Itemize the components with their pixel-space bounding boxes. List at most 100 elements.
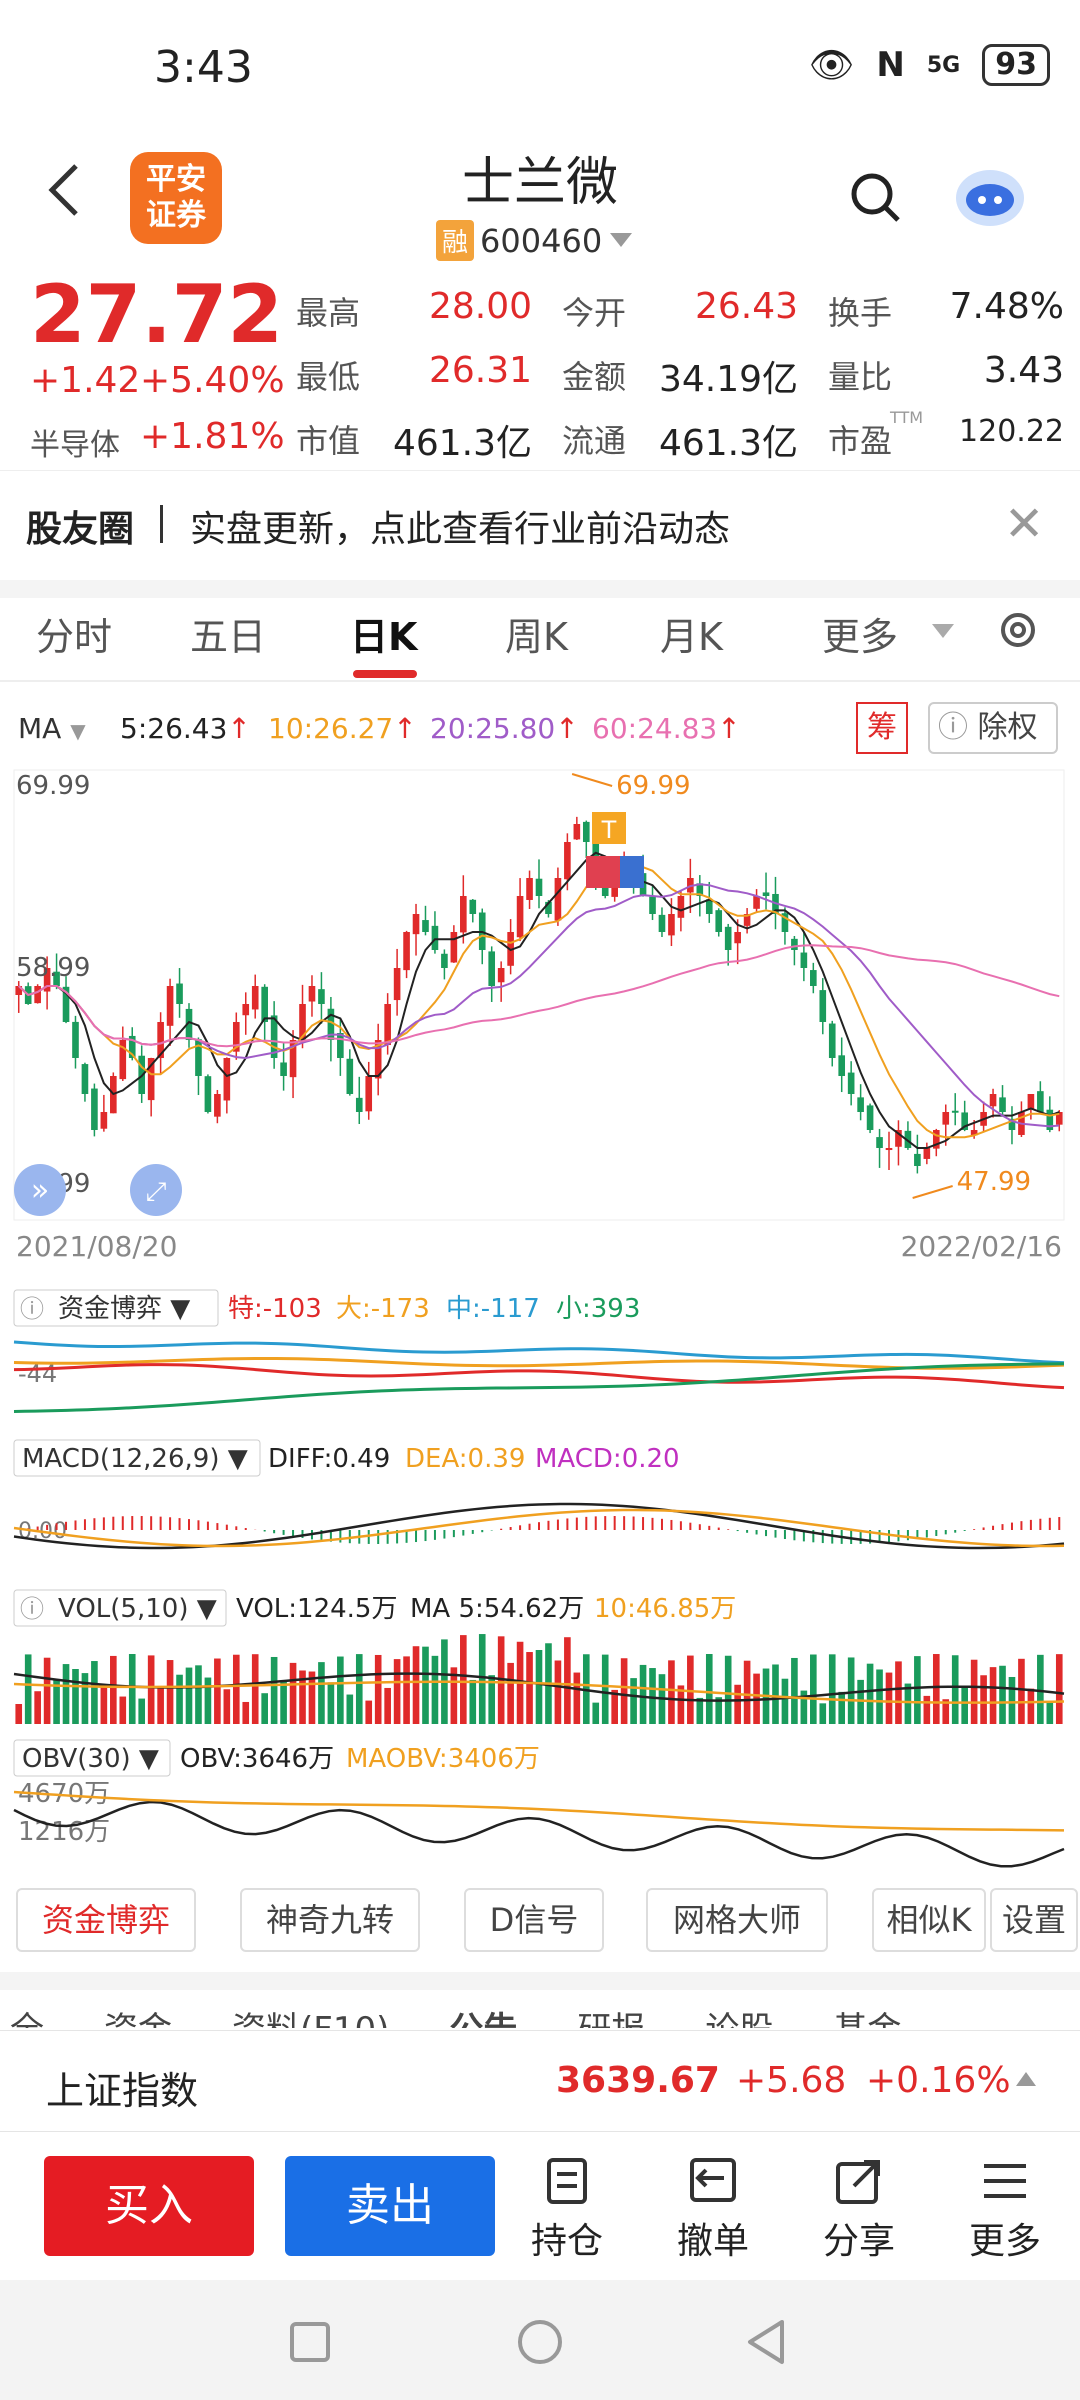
candle-body	[564, 842, 571, 880]
tab-timeshare[interactable]: 分时	[36, 615, 113, 659]
candle-body	[469, 899, 477, 914]
candle-body	[81, 1064, 89, 1094]
ma5-value: 5:26.43↑	[120, 712, 251, 745]
candle-body	[753, 896, 760, 909]
vol-bar	[204, 1677, 212, 1724]
candle-body	[526, 878, 533, 900]
vol-bar	[961, 1686, 968, 1724]
buy-button[interactable]: 买入	[44, 2156, 254, 2256]
sub-tab[interactable]: 全	[10, 2002, 44, 2028]
candle-body	[847, 1072, 855, 1094]
vol-bar	[819, 1703, 827, 1724]
vol-bar	[365, 1700, 373, 1724]
ex-rights-button[interactable]: ⓘ 除权	[928, 702, 1058, 754]
vol-bar	[970, 1659, 978, 1724]
vol-bar	[128, 1654, 136, 1724]
vol-bar	[195, 1665, 202, 1724]
vol-bar	[223, 1689, 231, 1724]
sector-name[interactable]: 半导体	[30, 428, 120, 463]
vol-bar	[715, 1697, 723, 1724]
info-icon: ⓘ	[20, 1295, 44, 1323]
vol-bar	[687, 1655, 694, 1724]
index-ticker-bar[interactable]	[0, 2030, 1080, 2132]
tab-five-day[interactable]: 五日	[190, 615, 267, 659]
tab-daily-k[interactable]: 日K	[350, 615, 418, 659]
candle-body	[914, 1153, 921, 1166]
cancel-order-button[interactable]: 撤单	[658, 2156, 768, 2264]
stock-code-selector[interactable]: 融 600460	[436, 220, 634, 261]
robot-assistant-icon[interactable]	[950, 160, 1030, 230]
sub-tab[interactable]: 基金	[833, 2002, 901, 2028]
ma10-line	[18, 866, 1060, 1139]
sub-tab[interactable]: 公告	[449, 2002, 517, 2028]
tool-grid-master[interactable]: 网格大师	[646, 1888, 828, 1952]
vol-bar	[507, 1662, 514, 1724]
gear-icon[interactable]	[994, 606, 1042, 658]
community-banner[interactable]	[0, 470, 1080, 581]
sub-tab[interactable]: 资金	[104, 2002, 172, 2028]
status-icons: 👁 N 5G 93	[809, 44, 1050, 86]
t-signal-marker	[592, 812, 626, 844]
vol-bar	[72, 1669, 79, 1724]
vol-bar	[422, 1646, 429, 1724]
candle-body	[327, 1008, 335, 1040]
holdings-button[interactable]: 持仓	[512, 2156, 622, 2264]
vol-bar	[91, 1661, 98, 1724]
sub-tab[interactable]: 资料(F10)	[232, 2002, 389, 2028]
chevron-down-icon	[930, 622, 956, 646]
back-nav-icon[interactable]	[744, 2318, 788, 2370]
ma-selector[interactable]: MA ▼	[18, 712, 86, 745]
vol-bar	[412, 1646, 420, 1724]
sub-tab[interactable]: 论股	[705, 2002, 773, 2028]
search-button[interactable]	[848, 170, 904, 230]
quote-label: 市值	[296, 422, 361, 460]
tab-monthly-k[interactable]: 月K	[660, 615, 723, 659]
candle-body	[696, 883, 704, 896]
buy-signal-marker	[586, 856, 626, 888]
stock-chart[interactable]: 69.9958.9947.9969.9947.99T»⤢2021/08/2020…	[0, 760, 1080, 1870]
expand-left-button	[14, 1164, 66, 1216]
tab-more[interactable]: 更多	[822, 615, 899, 659]
vol-bar	[299, 1670, 306, 1724]
search-icon	[851, 173, 900, 222]
vol-ma10: 10:46.85万	[594, 1594, 736, 1624]
candle-body	[828, 1023, 836, 1058]
sub-tab[interactable]: 研报	[577, 2002, 645, 2028]
back-button[interactable]	[44, 160, 84, 220]
banner-text[interactable]: 实盘更新，点此查看行业前沿动态	[190, 509, 731, 550]
more-button[interactable]: 更多	[950, 2156, 1060, 2264]
start-date: 2021/08/20	[16, 1230, 177, 1263]
share-button[interactable]: 分享	[804, 2156, 914, 2264]
tool-magic-nine[interactable]: 神奇九转	[240, 1888, 420, 1952]
tool-similar-k[interactable]: 相似K	[872, 1888, 986, 1952]
chevron-up-icon[interactable]	[1014, 2068, 1038, 2092]
tab-weekly-k[interactable]: 周K	[505, 615, 568, 659]
close-icon[interactable]: ✕	[1004, 496, 1045, 552]
candle-body	[223, 1058, 231, 1101]
tool-capital-game[interactable]: 资金博弈	[16, 1888, 196, 1952]
candle-body	[876, 1137, 883, 1148]
candle-body	[261, 986, 268, 1022]
tool-settings[interactable]: 设置	[990, 1888, 1078, 1952]
sell-button[interactable]: 卖出	[285, 2156, 495, 2256]
eye-icon: 👁	[808, 45, 855, 86]
candle-body	[431, 925, 439, 950]
vol-bar	[346, 1694, 354, 1724]
candle-body	[715, 910, 723, 932]
vol-bar	[24, 1654, 32, 1724]
vol-bar	[828, 1654, 836, 1724]
vol-bar	[743, 1660, 751, 1724]
vol-bar	[214, 1658, 221, 1724]
candle-body	[157, 1022, 164, 1059]
quote-label: 流通	[562, 422, 627, 460]
candle-body	[242, 1004, 250, 1016]
chip-distribution-button[interactable]: 筹	[856, 702, 908, 754]
recent-apps-icon[interactable]	[288, 2320, 332, 2368]
quote-value: 7.48%	[949, 286, 1064, 327]
vol-bar	[1018, 1658, 1025, 1724]
vol-bar	[110, 1655, 117, 1724]
candle-body	[1046, 1109, 1054, 1130]
tool-d-signal[interactable]: D信号	[464, 1888, 604, 1952]
candle-body	[43, 968, 51, 992]
home-icon[interactable]	[516, 2318, 564, 2370]
